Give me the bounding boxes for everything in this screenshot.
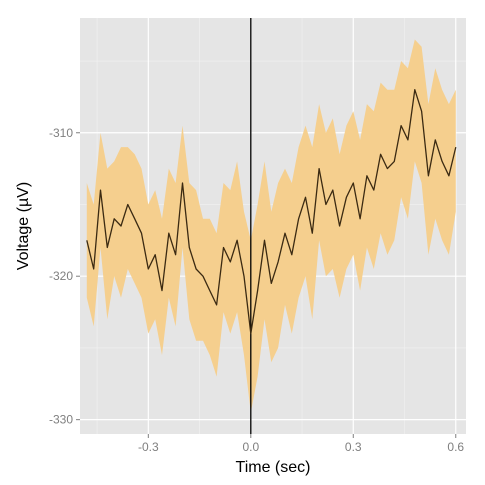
x-axis-title: Time (sec) [236,459,311,476]
y-tick-label: -310 [49,126,73,140]
y-axis-title: Voltage (µV) [15,182,32,270]
x-tick-label: -0.3 [138,440,159,454]
x-axis-ticks: -0.3 0.0 0.3 0.6 [138,434,464,454]
series-layer [86,18,457,434]
x-tick-label: 0.6 [447,440,464,454]
y-tick-label: -330 [49,413,73,427]
x-tick-label: 0.3 [345,440,362,454]
confidence-ribbon [86,39,456,413]
mean-line [86,89,457,335]
x-tick-label: 0.0 [242,440,259,454]
y-tick-label: -320 [49,269,73,283]
y-axis-ticks: -310 -320 -330 [49,126,80,427]
